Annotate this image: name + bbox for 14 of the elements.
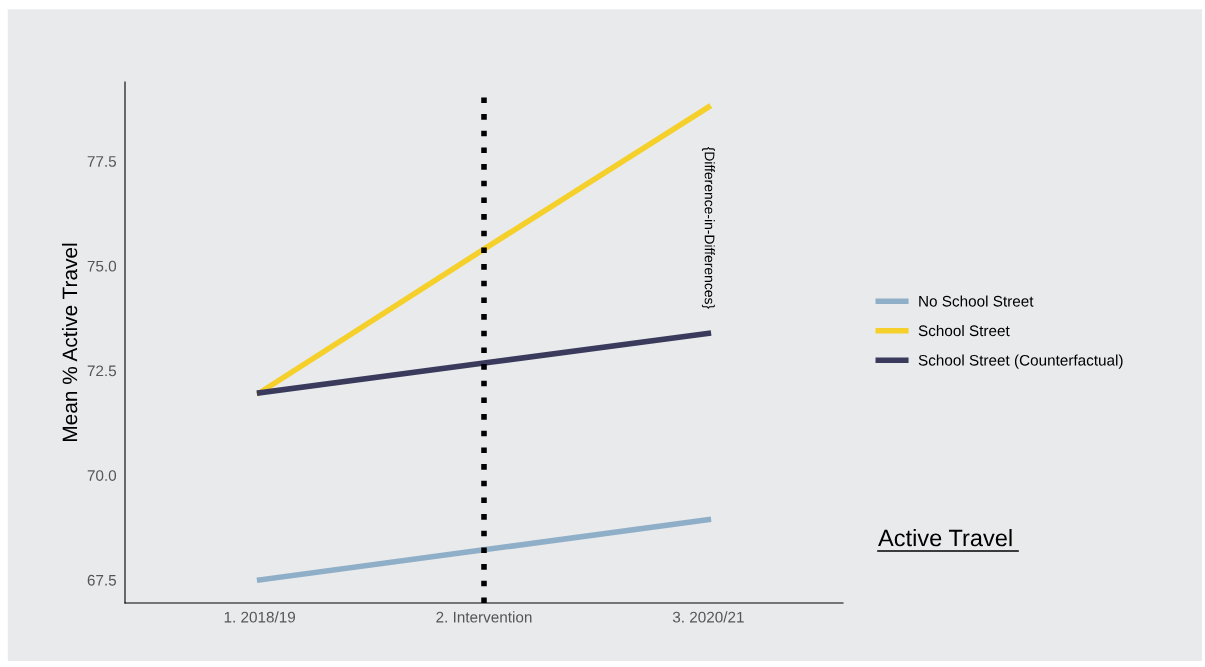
- legend-label: No School Street: [919, 295, 1034, 307]
- text: Active Travel: [878, 528, 1012, 547]
- y-tick-label: 67.5: [87, 574, 117, 586]
- y-tick-label: 75.0: [87, 260, 117, 272]
- y-tick-label: 77.5: [87, 156, 117, 167]
- x-tick-label: 1. 2018/19: [224, 611, 296, 623]
- y-tick-label: 70.0: [87, 470, 117, 481]
- legend-label: School Street: [918, 324, 1010, 337]
- y-tick-label: 72.5: [87, 365, 117, 377]
- legend-label: School Street (Counterfactual): [918, 354, 1123, 369]
- x-tick-label: 2. Intervention: [436, 611, 532, 623]
- x-tick-label: 3. 2020/21: [672, 611, 744, 623]
- y-axis-title: Mean % Active Travel: [61, 243, 78, 441]
- annotation: {Difference-in-Differences}: [701, 146, 715, 309]
